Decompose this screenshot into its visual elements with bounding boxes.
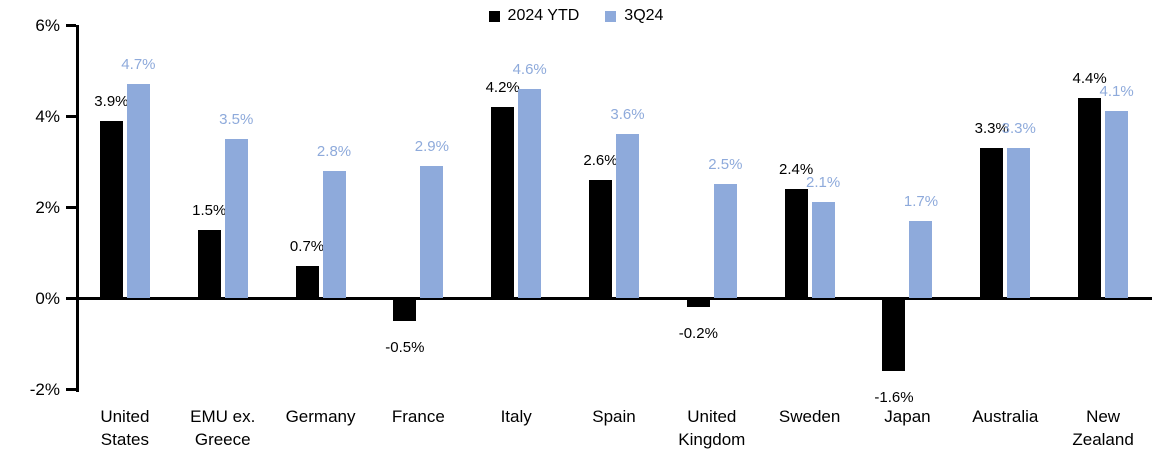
x-axis-line [76, 297, 1152, 300]
bar-3q24 [1105, 111, 1129, 298]
bar-3q24 [616, 134, 639, 298]
bar-2024-ytd [686, 298, 710, 308]
y-axis-line [76, 25, 79, 392]
bar-value-label: 1.5% [192, 201, 227, 219]
x-axis-category-label: Germany [285, 407, 356, 426]
bar-3q24 [909, 220, 933, 298]
bar-value-label: 4.4% [1072, 69, 1107, 87]
x-axis-category-label: Australia [972, 407, 1039, 426]
y-axis-tick-label: 2% [35, 198, 60, 217]
bar-3q24 [811, 202, 835, 298]
bar-value-label: 4.1% [1099, 83, 1134, 101]
y-axis-tick-label: 0% [35, 289, 60, 308]
bar-2024-ytd [491, 106, 515, 298]
y-axis-tick [66, 24, 76, 27]
bar-2024-ytd [393, 298, 417, 321]
y-axis-tick [66, 388, 76, 391]
bar-value-label: 4.7% [121, 56, 156, 74]
bar-value-label: 2.9% [414, 138, 449, 156]
bar-2024-ytd [197, 229, 221, 298]
bar-value-label: -0.5% [385, 338, 425, 356]
bar-2024-ytd [1078, 97, 1102, 298]
chart-legend: 2024 YTD 3Q24 [0, 7, 1152, 25]
bar-value-label: 4.6% [512, 60, 547, 78]
legend-label-3q24: 3Q24 [624, 7, 664, 24]
x-axis-category-label: Japan [884, 407, 931, 426]
bar-value-label: 2.1% [806, 174, 841, 192]
bar-2024-ytd [882, 298, 906, 371]
x-axis-category-label: New Zealand [1072, 407, 1134, 449]
bar-3q24 [126, 84, 150, 298]
y-axis-tick [66, 206, 76, 209]
y-axis-tick [66, 115, 76, 118]
x-axis-category-label: Spain [592, 407, 636, 426]
bar-value-label: 3.5% [219, 110, 254, 128]
x-axis-category-label: Sweden [778, 407, 841, 426]
bar-value-label: 3.3% [974, 119, 1009, 137]
bar-value-label: 3.6% [610, 106, 645, 124]
bar-2024-ytd [295, 266, 319, 298]
bar-value-label: -1.6% [874, 388, 914, 406]
bar-value-label: 2.5% [708, 156, 743, 174]
bar-3q24 [713, 184, 737, 298]
bar-3q24 [420, 166, 444, 298]
x-axis-category-label: France [391, 407, 445, 426]
legend-swatch-3q24 [605, 10, 617, 22]
legend-swatch-2024-ytd [488, 10, 500, 22]
bar-3q24 [224, 138, 248, 298]
bar-value-label: 4.2% [485, 78, 520, 96]
legend-label-2024-ytd: 2024 YTD [507, 7, 580, 24]
bar-value-label: 0.7% [289, 238, 325, 256]
bar-3q24 [322, 170, 346, 298]
bar-3q24 [1007, 147, 1031, 298]
x-axis-category-label: United Kingdom [678, 407, 746, 449]
bar-value-label: 2.6% [583, 151, 618, 169]
y-axis-tick-label: 6% [35, 16, 60, 35]
bar-2024-ytd [99, 120, 123, 298]
x-axis-category-label: Italy [500, 407, 532, 426]
y-axis-tick-label: -2% [29, 380, 60, 399]
legend-item-3q24: 3Q24 [605, 7, 663, 25]
legend-item-2024-ytd: 2024 YTD [488, 7, 580, 25]
y-axis-tick-label: 4% [35, 107, 60, 126]
bar-2024-ytd [589, 179, 612, 298]
bar-value-label: 1.7% [903, 192, 939, 210]
y-axis-tick [66, 297, 76, 300]
bar-value-label: 3.3% [1001, 119, 1036, 137]
x-axis-category-label: United States [100, 407, 150, 449]
bar-value-label: 2.8% [316, 142, 352, 160]
bar-value-label: 2.4% [779, 160, 814, 178]
x-axis-category-label: EMU ex. Greece [190, 407, 256, 449]
bar-3q24 [518, 88, 542, 298]
bar-2024-ytd [980, 147, 1004, 298]
bar-2024-ytd [784, 188, 808, 298]
bar-value-label: -0.2% [678, 325, 718, 343]
bar-value-label: 3.9% [94, 92, 129, 110]
